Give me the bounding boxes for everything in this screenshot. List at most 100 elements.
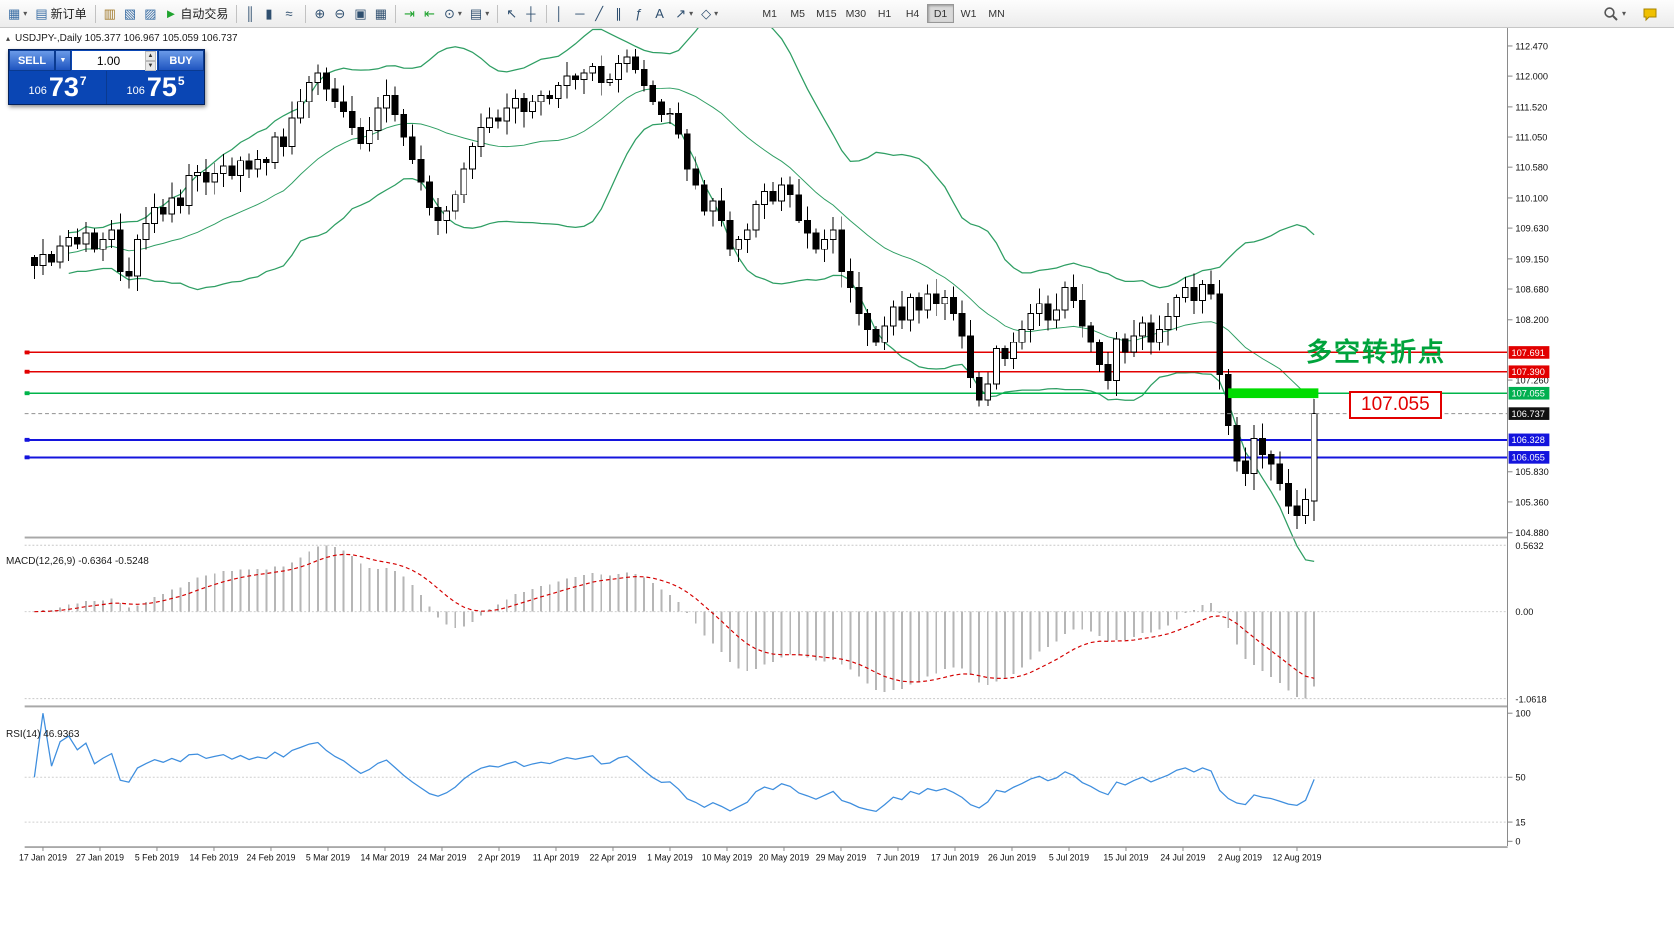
candle-body	[632, 56, 640, 71]
volume-up-icon[interactable]: ▲	[145, 51, 156, 61]
cursor-button[interactable]: ↖	[502, 3, 522, 25]
trendline-button[interactable]: ╱	[591, 3, 611, 25]
data-window-button[interactable]: ▧	[120, 3, 140, 25]
support-price-label[interactable]: 107.055	[1349, 391, 1442, 419]
sell-price[interactable]: 106 73 7	[9, 71, 106, 104]
candle-body	[992, 348, 1000, 385]
vertical-line-button[interactable]: │	[551, 3, 571, 25]
zoom-out-button[interactable]: ⊖	[330, 3, 350, 25]
support-zone-rect[interactable]	[1228, 388, 1319, 399]
candle-body	[1138, 322, 1146, 337]
horizontal-line-button[interactable]: ─	[571, 3, 591, 25]
chart-shift-icon: ⇤	[424, 6, 435, 21]
navigator-button[interactable]: ▨	[140, 3, 160, 25]
candle-body	[151, 207, 159, 225]
timeframe-m1-button[interactable]: M1	[756, 4, 783, 23]
buy-button[interactable]: BUY	[158, 50, 204, 71]
time-tick-label: 2 Apr 2019	[478, 853, 520, 863]
templates-button[interactable]: ▤ ▾	[466, 3, 493, 25]
shapes-button[interactable]: ◇ ▾	[697, 3, 722, 25]
candlestick-chart-button[interactable]: ▮	[261, 3, 281, 25]
candle-body	[1070, 287, 1078, 302]
auto-arrange-button[interactable]: ▣	[350, 3, 370, 25]
toolbar-separator	[546, 4, 548, 23]
candle-body	[821, 239, 828, 250]
timeframe-h1-button[interactable]: H1	[871, 4, 898, 23]
crosshair-button[interactable]: ┼	[522, 3, 542, 25]
autotrading-label: 自动交易	[180, 7, 229, 21]
zoom-in-icon: ⊕	[314, 6, 326, 21]
auto-scroll-icon: ⇥	[404, 6, 415, 21]
volume-dropdown-button[interactable]: ▼	[55, 50, 71, 71]
price-line-label: 106.055	[1512, 453, 1545, 463]
sell-price-pips: 73	[48, 72, 79, 102]
timeframe-m15-button[interactable]: M15	[812, 4, 840, 23]
sell-button[interactable]: SELL	[9, 50, 55, 71]
new-chart-button[interactable]: ▦ ▾	[4, 3, 31, 25]
timeframe-m5-button[interactable]: M5	[784, 4, 811, 23]
candle-body	[477, 126, 485, 148]
auto-scroll-button[interactable]: ⇥	[400, 3, 420, 25]
candle-body	[692, 168, 700, 186]
candle-body	[297, 101, 305, 119]
candle-body	[1001, 348, 1009, 359]
candle-body	[39, 253, 47, 266]
volume-stepper[interactable]: 1.00 ▲ ▼	[72, 51, 157, 71]
panel-divider[interactable]	[24, 705, 1547, 708]
timeframe-h4-button[interactable]: H4	[899, 4, 926, 23]
autotrading-button[interactable]: ► 自动交易	[161, 3, 233, 25]
search-button[interactable]: ▾	[1599, 3, 1630, 25]
candle-body	[142, 223, 150, 241]
candle-body	[623, 56, 631, 64]
price-axis[interactable]	[1507, 28, 1650, 868]
candle-body	[932, 293, 940, 305]
time-tick-label: 5 Feb 2019	[135, 853, 179, 863]
chart-plot-area[interactable]	[24, 28, 1508, 847]
bar-chart-button[interactable]: ║	[241, 3, 261, 25]
line-chart-button[interactable]: ≈	[281, 3, 301, 25]
candle-body	[323, 72, 330, 90]
market-watch-button[interactable]: ▥	[100, 3, 120, 25]
candle-body	[1130, 335, 1138, 353]
timeframe-m30-button[interactable]: M30	[842, 4, 870, 23]
time-tick-label: 20 May 2019	[759, 853, 810, 863]
candle-body	[245, 160, 253, 170]
timeframe-d1-button[interactable]: D1	[927, 4, 955, 23]
channel-button[interactable]: ∥	[611, 3, 631, 25]
time-axis[interactable]	[24, 848, 1547, 868]
timeframe-w1-button[interactable]: W1	[955, 4, 982, 23]
period-icon: ⊙	[444, 6, 455, 21]
community-chat-button[interactable]	[1638, 3, 1662, 25]
candle-body	[1181, 287, 1189, 298]
panel-divider[interactable]	[24, 846, 1547, 849]
candle-body	[1276, 463, 1284, 484]
fibonacci-button[interactable]: ƒ	[631, 3, 651, 25]
candle-body	[91, 232, 98, 250]
period-button[interactable]: ⊙ ▾	[440, 3, 466, 25]
new-order-button[interactable]: ▤ 新订单	[31, 3, 90, 25]
volume-down-icon[interactable]: ▼	[145, 61, 156, 71]
candle-body	[778, 184, 786, 202]
candle-body	[580, 72, 588, 80]
zoom-in-button[interactable]: ⊕	[310, 3, 330, 25]
candle-body	[1087, 325, 1095, 343]
price-tick-label: 112.000	[1515, 71, 1548, 81]
bollinger-upper-line	[68, 28, 1315, 289]
turning-point-annotation[interactable]: 多空转折点	[1306, 337, 1447, 367]
arrows-button[interactable]: ↗ ▾	[671, 3, 697, 25]
text-button[interactable]: A	[651, 3, 671, 25]
time-tick-label: 14 Mar 2019	[360, 853, 409, 863]
bollinger-lower-line	[68, 121, 1315, 562]
buy-price[interactable]: 106 75 5	[107, 71, 204, 104]
price-line-label-bg	[1508, 346, 1550, 359]
volume-spin-buttons[interactable]: ▲ ▼	[145, 51, 156, 71]
price-line-label: 106.737	[1512, 409, 1545, 419]
timeframe-mn-button[interactable]: MN	[983, 4, 1010, 23]
chart-shift-button[interactable]: ⇤	[420, 3, 440, 25]
panel-divider[interactable]	[24, 536, 1547, 539]
price-line-label-bg	[1508, 365, 1550, 379]
collapse-arrow-icon[interactable]: ▴	[6, 34, 11, 43]
main-toolbar: ▦ ▾ ▤ 新订单 ▥ ▧ ▨ ► 自动交易 ║ ▮ ≈ ⊕ ⊖ ▣ ▦ ⇥ ⇤ ⊙ ▾ ▤ ▾ ↖ ┼ │ ─ ╱ ∥ ƒ A ↗ ▾ ◇ ▾ …	[0, 0, 1674, 28]
time-tick-label: 11 Apr 2019	[533, 853, 580, 863]
grid-button[interactable]: ▦	[371, 3, 391, 25]
